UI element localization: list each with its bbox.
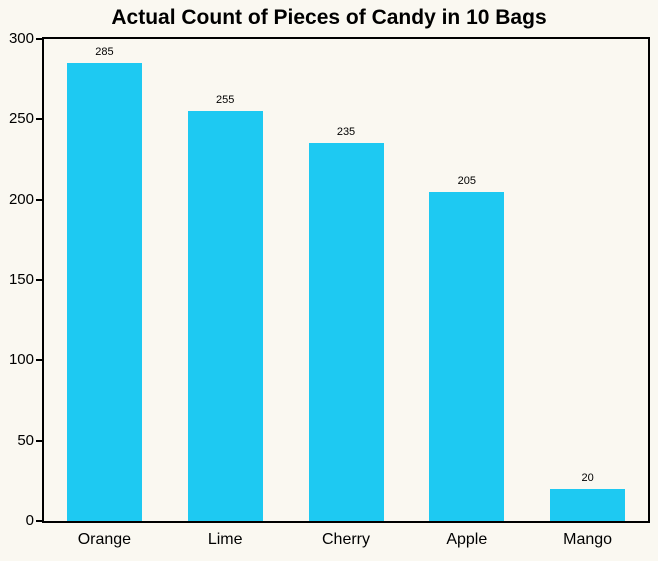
- y-tick-label: 50: [17, 431, 34, 449]
- y-tick-mark: [36, 118, 42, 121]
- y-tick-label: 150: [8, 271, 34, 288]
- y-tick-label: 0: [25, 512, 34, 529]
- bar-value-label: 205: [457, 174, 476, 187]
- bar-cherry: [308, 143, 384, 521]
- y-tick-mark: [36, 359, 42, 362]
- bar-value-label: 20: [581, 471, 594, 484]
- y-tick-mark: [36, 38, 42, 40]
- x-tick-label-orange: Orange: [77, 531, 132, 548]
- bar-value-label: 285: [95, 46, 114, 59]
- y-tick-label: 100: [8, 351, 34, 369]
- bar-mango: [550, 488, 626, 521]
- y-tick-mark: [36, 198, 42, 201]
- y-tick-label: 200: [8, 190, 34, 208]
- bar-value-label: 255: [216, 94, 235, 107]
- y-tick-label: 300: [8, 30, 34, 47]
- y-tick-mark: [36, 439, 42, 442]
- x-tick-label-cherry: Cherry: [321, 531, 371, 548]
- x-tick-label-mango: Mango: [563, 531, 613, 548]
- bar-lime: [187, 111, 263, 521]
- chart-title: Actual Count of Pieces of Candy in 10 Ba…: [111, 6, 547, 29]
- bar-orange: [66, 63, 142, 521]
- x-tick-label-apple: Apple: [446, 531, 488, 548]
- bar-value-label: 235: [336, 126, 356, 139]
- y-tick-mark: [36, 520, 42, 522]
- x-tick-label-lime: Lime: [207, 531, 243, 548]
- y-tick-mark: [36, 279, 42, 281]
- y-tick-label: 250: [8, 110, 34, 128]
- bar-apple: [429, 191, 505, 521]
- plot-area: 285 255 235 205 20: [42, 37, 650, 523]
